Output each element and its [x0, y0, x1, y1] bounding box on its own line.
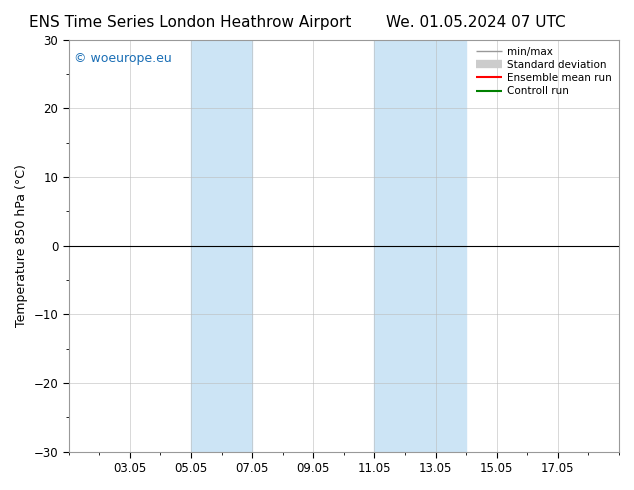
Text: © woeurope.eu: © woeurope.eu — [74, 52, 172, 65]
Y-axis label: Temperature 850 hPa (°C): Temperature 850 hPa (°C) — [15, 164, 28, 327]
Bar — [191, 40, 252, 452]
Text: We. 01.05.2024 07 UTC: We. 01.05.2024 07 UTC — [385, 15, 566, 30]
Bar — [375, 40, 466, 452]
Legend: min/max, Standard deviation, Ensemble mean run, Controll run: min/max, Standard deviation, Ensemble me… — [474, 45, 614, 98]
Text: ENS Time Series London Heathrow Airport: ENS Time Series London Heathrow Airport — [29, 15, 351, 30]
